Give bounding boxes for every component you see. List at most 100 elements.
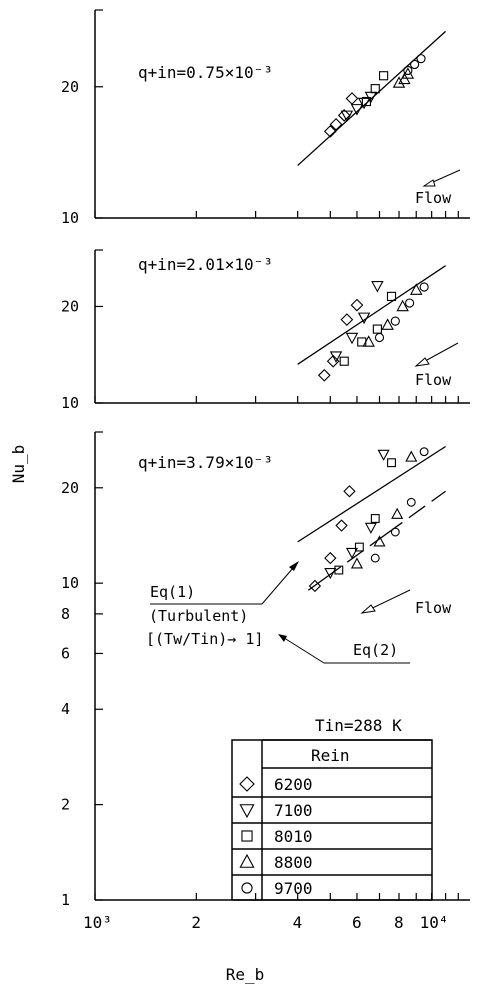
legend-value: 6200: [274, 775, 313, 794]
data-point-triangle-down: [350, 104, 364, 116]
turbulent-label: (Turbulent): [149, 607, 248, 625]
panel-3-y-tick-label: 20: [61, 479, 79, 497]
panel-2-y-tick-label: 10: [61, 394, 79, 412]
panel-3-label: q+in=3.79×10⁻³: [138, 453, 273, 472]
data-point-circle: [405, 298, 415, 308]
data-point-triangle-down: [364, 522, 377, 534]
panel-3-y-tick-label: 1: [61, 891, 70, 909]
data-point-diamond: [317, 368, 331, 382]
eq-1--line: [297, 30, 447, 166]
inlet-temperature-label: Tin=288 K: [315, 716, 402, 735]
data-point-diamond: [340, 313, 354, 326]
data-point-triangle-up: [373, 535, 386, 547]
data-point-triangle-up: [396, 299, 409, 312]
flow-arrow-icon: [422, 169, 461, 187]
data-point-circle: [403, 65, 413, 76]
flow-label-3: Flow: [415, 599, 452, 617]
data-point-diamond: [329, 117, 343, 131]
legend-title: Rein: [311, 746, 350, 765]
panel-2-label: q+in=2.01×10⁻³: [138, 255, 273, 274]
data-point-circle: [419, 447, 429, 457]
data-point-diamond: [337, 108, 351, 122]
panel-1-y-tick-label: 10: [61, 209, 79, 227]
panel-3-y-tick-label: 4: [61, 700, 70, 718]
data-point-circle: [390, 316, 400, 326]
legend-value: 7100: [274, 801, 313, 820]
data-point-triangle-down: [340, 110, 354, 123]
data-point-triangle-up: [350, 557, 364, 569]
data-point-diamond: [335, 519, 348, 532]
data-point-square: [339, 356, 349, 366]
data-point-diamond: [350, 298, 364, 312]
data-point-triangle-up: [392, 76, 406, 88]
data-point-triangle-down: [357, 97, 371, 110]
data-point-diamond: [323, 125, 337, 138]
data-point-triangle-down: [357, 312, 371, 325]
legend-triangle-up-icon: [239, 853, 255, 868]
legend-diamond-icon: [239, 776, 255, 792]
data-point-square: [370, 84, 380, 94]
x-tick-label: 10³: [83, 913, 112, 932]
x-axis-label: Re_b: [226, 965, 265, 984]
data-point-square: [372, 324, 382, 334]
eq2-annotation-lines: [278, 634, 410, 664]
legend: 6200 7100 8010 8800 9700: [231, 739, 433, 901]
data-point-circle: [406, 497, 416, 507]
data-point-triangle-down: [371, 281, 384, 293]
data-point-square: [387, 458, 396, 468]
legend-circle-icon: [241, 882, 253, 894]
eq2-label: Eq(2): [353, 641, 398, 659]
data-point-square: [386, 291, 397, 301]
x-tick-label: 8: [394, 913, 404, 932]
y-axis-label: Nu_b: [9, 445, 28, 484]
data-point-square: [379, 71, 389, 81]
data-point-triangle-up: [409, 283, 423, 295]
data-point-triangle-up: [405, 450, 418, 462]
x-tick-label: 4: [293, 913, 303, 932]
data-point-circle: [370, 553, 380, 563]
data-point-square: [370, 514, 380, 523]
wall-ratio-label: [(Tw/Tin)→ 1]: [146, 630, 263, 648]
data-point-triangle-down: [377, 449, 390, 461]
flow-arrow-icon: [414, 342, 459, 367]
data-point-triangle-up: [391, 507, 404, 519]
data-point-square: [361, 96, 371, 107]
data-point-triangle-up: [362, 335, 375, 347]
eq1-label: Eq(1): [150, 583, 195, 601]
eq-1--line: [297, 265, 446, 365]
legend-value: 9700: [274, 879, 313, 898]
data-point-square: [354, 542, 364, 552]
panel-1-y-tick-label: 20: [61, 78, 79, 96]
data-point-diamond: [345, 92, 359, 105]
eq-1--line: [297, 445, 446, 543]
data-point-circle: [374, 332, 385, 343]
x-tick-label: 6: [352, 913, 362, 932]
flow-label-2: Flow: [415, 371, 452, 389]
data-point-circle: [390, 527, 400, 537]
data-point-triangle-down: [324, 567, 337, 580]
data-point-diamond: [324, 551, 337, 565]
data-point-triangle-down: [345, 547, 359, 560]
data-point-triangle-down: [345, 332, 359, 345]
panel-3-y-tick-label: 10: [61, 574, 79, 592]
data-point-diamond: [343, 485, 356, 498]
data-point-circle: [410, 59, 420, 70]
legend-value: 8800: [274, 853, 313, 872]
legend-triangle-down-icon: [239, 804, 255, 819]
panel-1-label: q+in=0.75×10⁻³: [138, 63, 273, 82]
x-tick-label: 2: [191, 913, 201, 932]
panel-2-y-tick-label: 20: [61, 297, 79, 315]
flow-arrow-icon: [360, 589, 411, 614]
x-tick-label: 10⁴: [420, 913, 449, 932]
data-point-circle: [419, 282, 429, 292]
data-point-triangle-down: [329, 351, 343, 363]
flow-label-1: Flow: [415, 189, 452, 207]
eq1-annotation-lines: [150, 561, 299, 605]
legend-value: 8010: [274, 827, 313, 846]
data-point-square: [334, 565, 344, 575]
panel-3-y-tick-label: 6: [61, 644, 70, 662]
panel-3-y-tick-label: 2: [61, 796, 70, 814]
panel-3-y-tick-label: 8: [61, 605, 70, 623]
